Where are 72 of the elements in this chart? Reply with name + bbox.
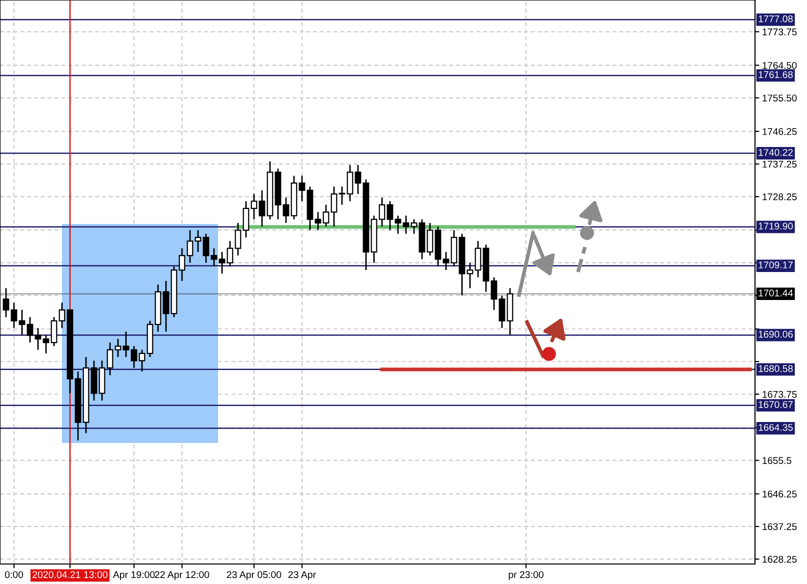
x-tick-label: 23 Apr [288,571,316,580]
y-tick-label: 1628.25 [762,556,797,563]
candlestick [234,222,242,256]
candlestick [122,330,130,358]
candlestick [186,229,194,264]
ref-line-label: 1680.58 [758,365,793,372]
candlestick [410,218,418,234]
candlestick [426,222,434,256]
candlestick [338,186,346,206]
candlestick [2,287,10,318]
y-tick-label: 1755.50 [762,94,797,102]
candlestick [314,211,322,231]
candlestick [386,200,394,231]
candlestick [106,342,114,376]
x-tick-label: Apr 19:00 [112,571,155,580]
candlestick [250,193,258,220]
candlestick [138,349,146,372]
x-tick-label: 0:00 [4,571,24,578]
y-tick-label: 1646.25 [762,490,797,498]
candlestick [210,248,218,268]
ref-line-label: 1670.67 [758,401,793,408]
candlestick [402,214,410,234]
candlestick [498,294,506,329]
ref-line-label: 1777.08 [758,15,793,22]
ref-line-label: 1761.68 [758,71,793,78]
candlestick [330,186,338,228]
candlestick [466,262,474,289]
candlestick [114,338,122,358]
x-tick-label: pr 23:00 [508,571,544,580]
candlestick [10,302,18,329]
candlestick [18,309,26,336]
candlestick [42,334,50,354]
x-tick-label: 22 Apr 12:00 [154,571,210,580]
ref-line-label: 1701.44 [758,290,793,296]
candlestick [442,251,450,271]
candlestick [298,175,306,202]
y-tick-label: 1737.25 [762,160,797,168]
candlestick [378,196,386,228]
candlestick [354,164,362,195]
x-tick-label: 2020.04.21 13:00 [32,571,108,578]
candlestick [130,345,138,369]
candlestick [474,240,482,278]
candlestick [202,233,210,264]
x-tick-label: 23 Apr 05:00 [226,571,282,580]
candlestick [26,316,34,344]
candlestick [58,302,66,329]
candlestick [490,276,498,311]
ref-line-label: 1690.06 [758,330,793,338]
candlestick [282,196,290,224]
candlestick [194,229,202,253]
candlestick [346,164,354,202]
y-tick-label: 1673.75 [762,390,797,398]
y-tick-label: 1773.75 [762,28,797,36]
candlestick [258,190,266,228]
candlestick [218,251,226,274]
y-tick-label: 1746.25 [762,128,797,136]
ref-line-label: 1709.17 [758,262,793,268]
y-tick-label: 1728.25 [762,193,797,200]
candlestick [34,327,42,350]
candlestick [50,316,58,347]
candlestick [322,204,330,228]
ref-line-label: 1719.90 [758,222,793,230]
ref-line-label: 1740.22 [758,148,793,156]
candlestick [162,280,170,332]
y-tick-label: 1637.25 [762,523,797,530]
candlestick [226,240,234,268]
y-tick-label: 1655.5 [762,457,792,464]
candlestick [394,214,402,234]
y-tick-label: 1764.50 [762,62,797,69]
candlestick [242,200,250,238]
candlestick [178,248,186,282]
ref-line-label: 1664.35 [758,424,793,431]
